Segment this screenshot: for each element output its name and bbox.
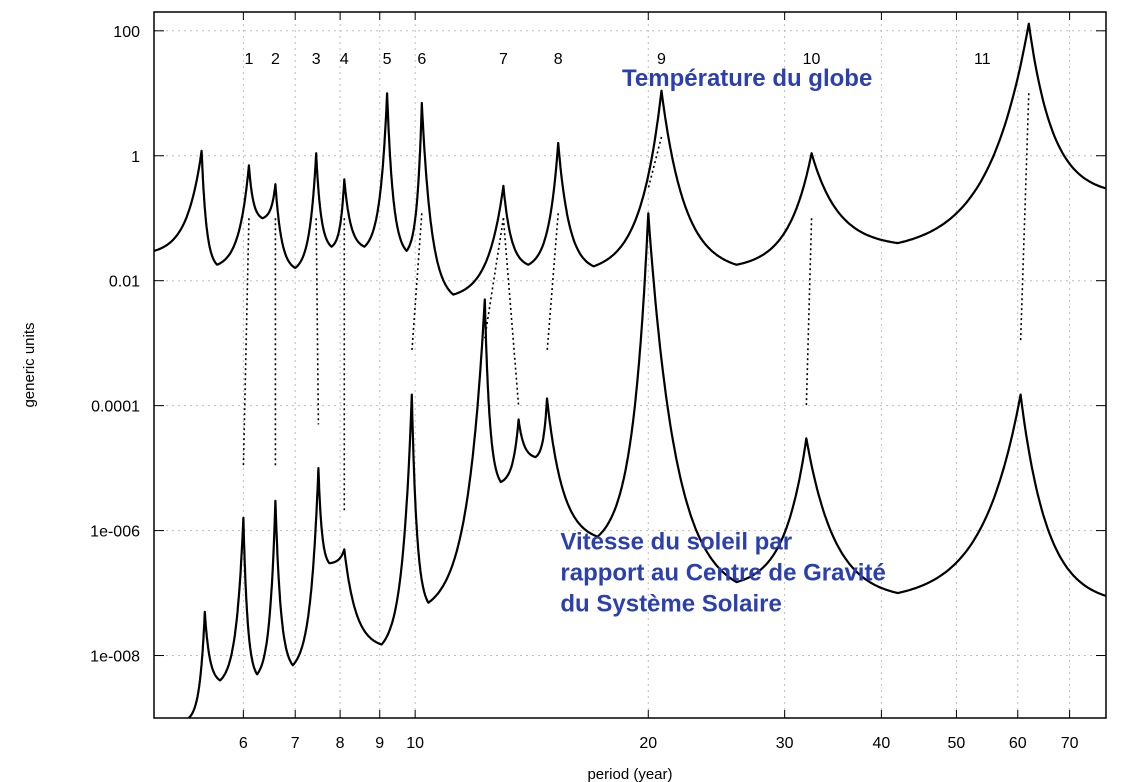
x-tick-label: 70 (1061, 735, 1079, 752)
series-annotation-1: Température du globe (622, 65, 872, 92)
axis-ticks: 6 7 8 9 10 20 30 40 50 60 70 100 1 0.01 0.0001 1e-006 1e… (90, 12, 1106, 752)
correspondence-line (315, 218, 320, 425)
correspondence-line (546, 213, 559, 353)
x-tick-label: 7 (291, 735, 300, 752)
peak-number-label: 8 (554, 51, 563, 68)
correspondence-line (410, 213, 423, 353)
x-axis-title: period (year) (587, 766, 672, 782)
peak-number-label: 2 (271, 51, 280, 68)
y-tick-label: 1e-006 (90, 524, 140, 541)
series-line-2 (187, 212, 1106, 718)
y-tick-label: 1e-008 (90, 649, 140, 666)
correspondence-line (647, 136, 663, 189)
peak-number-label: 11 (974, 51, 991, 68)
y-tick-label: 100 (113, 24, 140, 41)
x-tick-label: 10 (406, 735, 424, 752)
x-tick-label: 60 (1009, 735, 1027, 752)
x-tick-label: 6 (239, 735, 248, 752)
correspondence-line (805, 218, 813, 406)
y-tick-label: 0.01 (109, 274, 140, 291)
peak-number-label: 5 (383, 51, 392, 68)
peak-number-label: 1 (244, 51, 253, 68)
series-annotation-2: Vitesse du soleil par rapport au Centre d… (560, 528, 885, 617)
peak-number-label: 9 (657, 51, 666, 68)
y-tick-label: 0.0001 (91, 399, 140, 416)
correspondence-line (242, 218, 250, 469)
grid (154, 12, 1106, 718)
x-tick-label: 50 (948, 735, 966, 752)
peak-number-label: 7 (499, 51, 508, 68)
annotation-line: rapport au Centre de Gravité (560, 559, 885, 586)
correspondence-line (502, 218, 520, 406)
series-group (154, 22, 1106, 718)
peak-number-label: 3 (312, 51, 321, 68)
x-tick-label: 30 (776, 735, 794, 752)
x-tick-label: 20 (639, 735, 657, 752)
series-line-1 (154, 22, 1106, 296)
x-tick-label: 9 (375, 735, 384, 752)
peak-labels: 1 2 3 4 5 6 7 8 9 10 11 (244, 51, 990, 68)
y-tick-label: 1 (131, 149, 140, 166)
correspondence-line (483, 218, 505, 339)
annotations: Température du globe Vitesse du soleil pa… (560, 65, 885, 617)
peak-number-label: 10 (803, 51, 821, 68)
y-axis-title: generic units (21, 322, 38, 407)
x-tick-label: 40 (872, 735, 890, 752)
annotation-line: Vitesse du soleil par (560, 528, 792, 555)
x-tick-label: 8 (336, 735, 345, 752)
plot-frame (153, 11, 1107, 719)
annotation-line: du Système Solaire (560, 590, 781, 617)
correspondence-line (1019, 93, 1030, 344)
peak-number-label: 4 (340, 51, 349, 68)
correspondence-lines (242, 93, 1030, 512)
peak-number-label: 6 (417, 51, 426, 68)
